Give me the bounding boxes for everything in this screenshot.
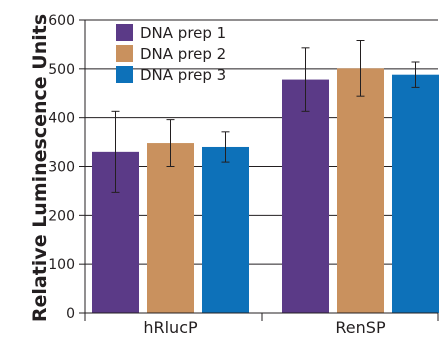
bars <box>92 68 439 314</box>
y-axis-title: Relative Luminescence Units <box>29 14 51 322</box>
axes: 0 100 200 300 400 500 600 hRlucP RenSP <box>48 13 439 337</box>
bar <box>337 68 384 313</box>
y-tick-label: 500 <box>48 62 75 78</box>
y-tick-label: 300 <box>48 160 75 176</box>
legend-swatch <box>116 45 133 62</box>
bar <box>202 146 249 313</box>
bar <box>282 79 329 314</box>
bar <box>147 143 194 313</box>
x-tick-label: RenSP <box>335 318 386 337</box>
legend: DNA prep 1 DNA prep 2 DNA prep 3 <box>116 24 226 84</box>
y-tick-label: 0 <box>66 306 75 322</box>
legend-label: DNA prep 2 <box>140 45 226 63</box>
legend-label: DNA prep 3 <box>140 66 226 84</box>
error-bars <box>111 40 420 193</box>
bar <box>392 74 439 314</box>
gridlines <box>85 19 438 265</box>
y-tick-label: 600 <box>48 13 75 29</box>
y-tick-label: 400 <box>48 111 75 127</box>
y-tick-label: 100 <box>48 257 75 273</box>
legend-swatch <box>116 24 133 41</box>
legend-label: DNA prep 1 <box>140 24 226 42</box>
x-tick-label: hRlucP <box>143 318 198 337</box>
y-tick-label: 200 <box>48 208 75 224</box>
legend-swatch <box>116 66 133 83</box>
